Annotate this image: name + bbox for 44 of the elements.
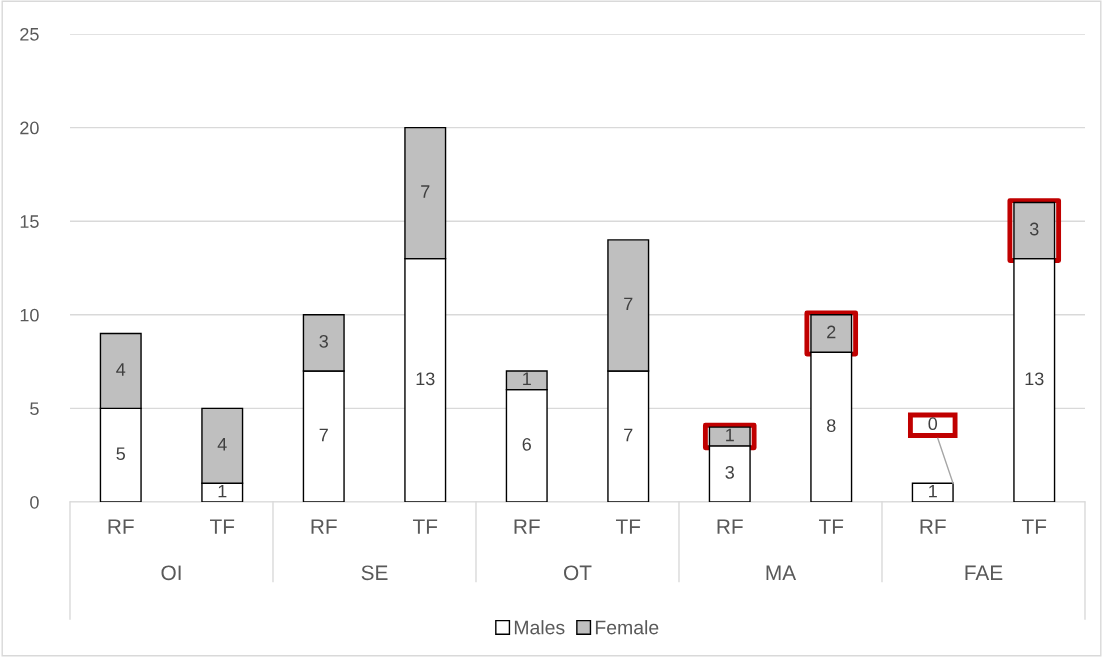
y-tick-label: 0 bbox=[30, 495, 39, 509]
text: SE bbox=[361, 565, 388, 581]
x-tick-label: RF bbox=[717, 519, 743, 534]
data-label: 3 bbox=[1029, 222, 1039, 236]
data-label: 4 bbox=[116, 363, 126, 376]
y-tick-label: 10 bbox=[20, 308, 39, 322]
data-label: 2 bbox=[827, 325, 836, 339]
x-tick-label: RF bbox=[108, 519, 134, 534]
data-label: 3 bbox=[725, 465, 734, 479]
data-label: 1 bbox=[218, 484, 227, 498]
text: OI bbox=[161, 565, 181, 581]
x-tick-label: RF bbox=[514, 519, 540, 534]
data-label: 1 bbox=[726, 428, 734, 442]
data-label: 1 bbox=[929, 484, 937, 498]
data-label: 7 bbox=[319, 428, 328, 442]
data-label: 8 bbox=[827, 419, 836, 432]
data-label: 13 bbox=[1025, 372, 1044, 386]
data-label: 6 bbox=[522, 437, 531, 451]
data-label: 3 bbox=[319, 334, 328, 348]
x-tick-label: RF bbox=[920, 519, 946, 534]
x-tick-label: TF bbox=[818, 519, 844, 534]
y-tick-label: 20 bbox=[20, 121, 39, 135]
x-tick-label: TF bbox=[615, 519, 641, 534]
legend-label: Males bbox=[514, 620, 565, 635]
data-label: 1 bbox=[523, 372, 531, 385]
x-tick-label: RF bbox=[311, 519, 337, 534]
data-label: 4 bbox=[217, 438, 227, 451]
bar bbox=[911, 482, 954, 502]
x-tick-label: TF bbox=[209, 519, 235, 534]
x-tick-label: TF bbox=[412, 519, 438, 534]
y-tick-label: 15 bbox=[20, 215, 39, 228]
data-label: 5 bbox=[116, 447, 126, 461]
text: OT bbox=[564, 565, 592, 581]
y-tick-label: 5 bbox=[30, 402, 39, 416]
text: MA bbox=[766, 565, 797, 580]
legend-label: Female bbox=[595, 620, 659, 635]
data-label: 7 bbox=[421, 185, 430, 198]
text: FAE bbox=[965, 565, 1003, 580]
data-label: 0 bbox=[928, 417, 938, 431]
data-label: 13 bbox=[416, 372, 435, 386]
data-label: 7 bbox=[624, 428, 633, 442]
data-label: 7 bbox=[624, 297, 633, 311]
x-tick-label: TF bbox=[1021, 519, 1047, 534]
y-tick-label: 25 bbox=[20, 27, 39, 41]
